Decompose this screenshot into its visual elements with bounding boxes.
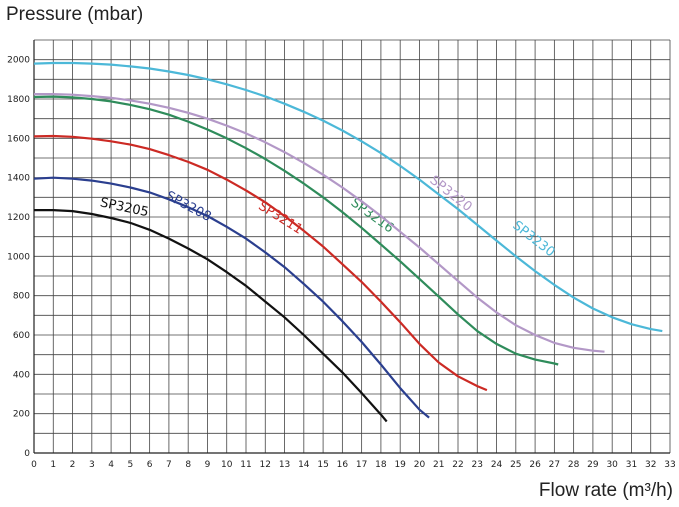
x-tick-label: 18 bbox=[375, 460, 387, 470]
y-tick-label: 400 bbox=[13, 370, 30, 380]
plot-area bbox=[34, 40, 670, 453]
x-tick-label: 1 bbox=[50, 460, 56, 470]
y-tick-label: 1000 bbox=[7, 252, 30, 262]
x-tick-label: 17 bbox=[356, 460, 367, 470]
series-line-sp3211 bbox=[33, 134, 488, 392]
x-tick-label: 10 bbox=[221, 460, 233, 470]
x-tick-label: 6 bbox=[147, 460, 153, 470]
series-line-sp3216 bbox=[33, 95, 559, 366]
y-tick-label: 1400 bbox=[7, 174, 30, 184]
x-tick-label: 25 bbox=[510, 460, 521, 470]
x-tick-label: 32 bbox=[645, 460, 656, 470]
y-tick-label: 1800 bbox=[7, 95, 30, 105]
x-tick-label: 20 bbox=[414, 460, 426, 470]
y-tick-label: 600 bbox=[13, 331, 30, 341]
y-tick-label: 0 bbox=[24, 449, 30, 459]
x-tick-label: 27 bbox=[549, 460, 560, 470]
x-tick-label: 3 bbox=[89, 460, 95, 470]
x-tick-label: 23 bbox=[472, 460, 483, 470]
x-axis-title: Flow rate (m³/h) bbox=[538, 480, 673, 501]
series-line-sp3220 bbox=[34, 93, 605, 353]
y-tick-label: 1600 bbox=[7, 134, 30, 144]
x-tick-label: 31 bbox=[626, 460, 637, 470]
x-tick-label: 4 bbox=[108, 460, 114, 470]
x-tick-label: 2 bbox=[70, 460, 76, 470]
x-tick-label: 19 bbox=[394, 460, 406, 470]
x-tick-label: 16 bbox=[337, 460, 349, 470]
x-tick-label: 33 bbox=[664, 460, 675, 470]
y-axis-title: Pressure (mbar) bbox=[6, 4, 144, 25]
x-tick-label: 29 bbox=[587, 460, 599, 470]
y-tick-label: 2000 bbox=[7, 56, 30, 66]
x-tick-label: 5 bbox=[127, 460, 133, 470]
x-tick-label: 28 bbox=[568, 460, 580, 470]
x-tick-label: 15 bbox=[317, 460, 328, 470]
y-tick-label: 1200 bbox=[7, 213, 30, 223]
x-tick-label: 9 bbox=[205, 460, 211, 470]
series-line-sp3208 bbox=[33, 176, 430, 419]
x-tick-label: 24 bbox=[491, 460, 503, 470]
series-line-sp3205 bbox=[34, 209, 388, 423]
y-tick-label: 200 bbox=[13, 410, 30, 420]
x-tick-label: 13 bbox=[279, 460, 290, 470]
y-tick-label: 800 bbox=[13, 292, 30, 302]
x-tick-label: 12 bbox=[260, 460, 271, 470]
x-tick-label: 14 bbox=[298, 460, 310, 470]
x-tick-label: 0 bbox=[31, 460, 37, 470]
x-tick-label: 26 bbox=[529, 460, 541, 470]
x-tick-label: 11 bbox=[240, 460, 251, 470]
x-tick-label: 8 bbox=[185, 460, 191, 470]
x-tick-label: 22 bbox=[452, 460, 463, 470]
series-line-sp3230 bbox=[33, 61, 663, 333]
x-tick-label: 7 bbox=[166, 460, 172, 470]
x-tick-label: 21 bbox=[433, 460, 444, 470]
x-tick-label: 30 bbox=[606, 460, 618, 470]
